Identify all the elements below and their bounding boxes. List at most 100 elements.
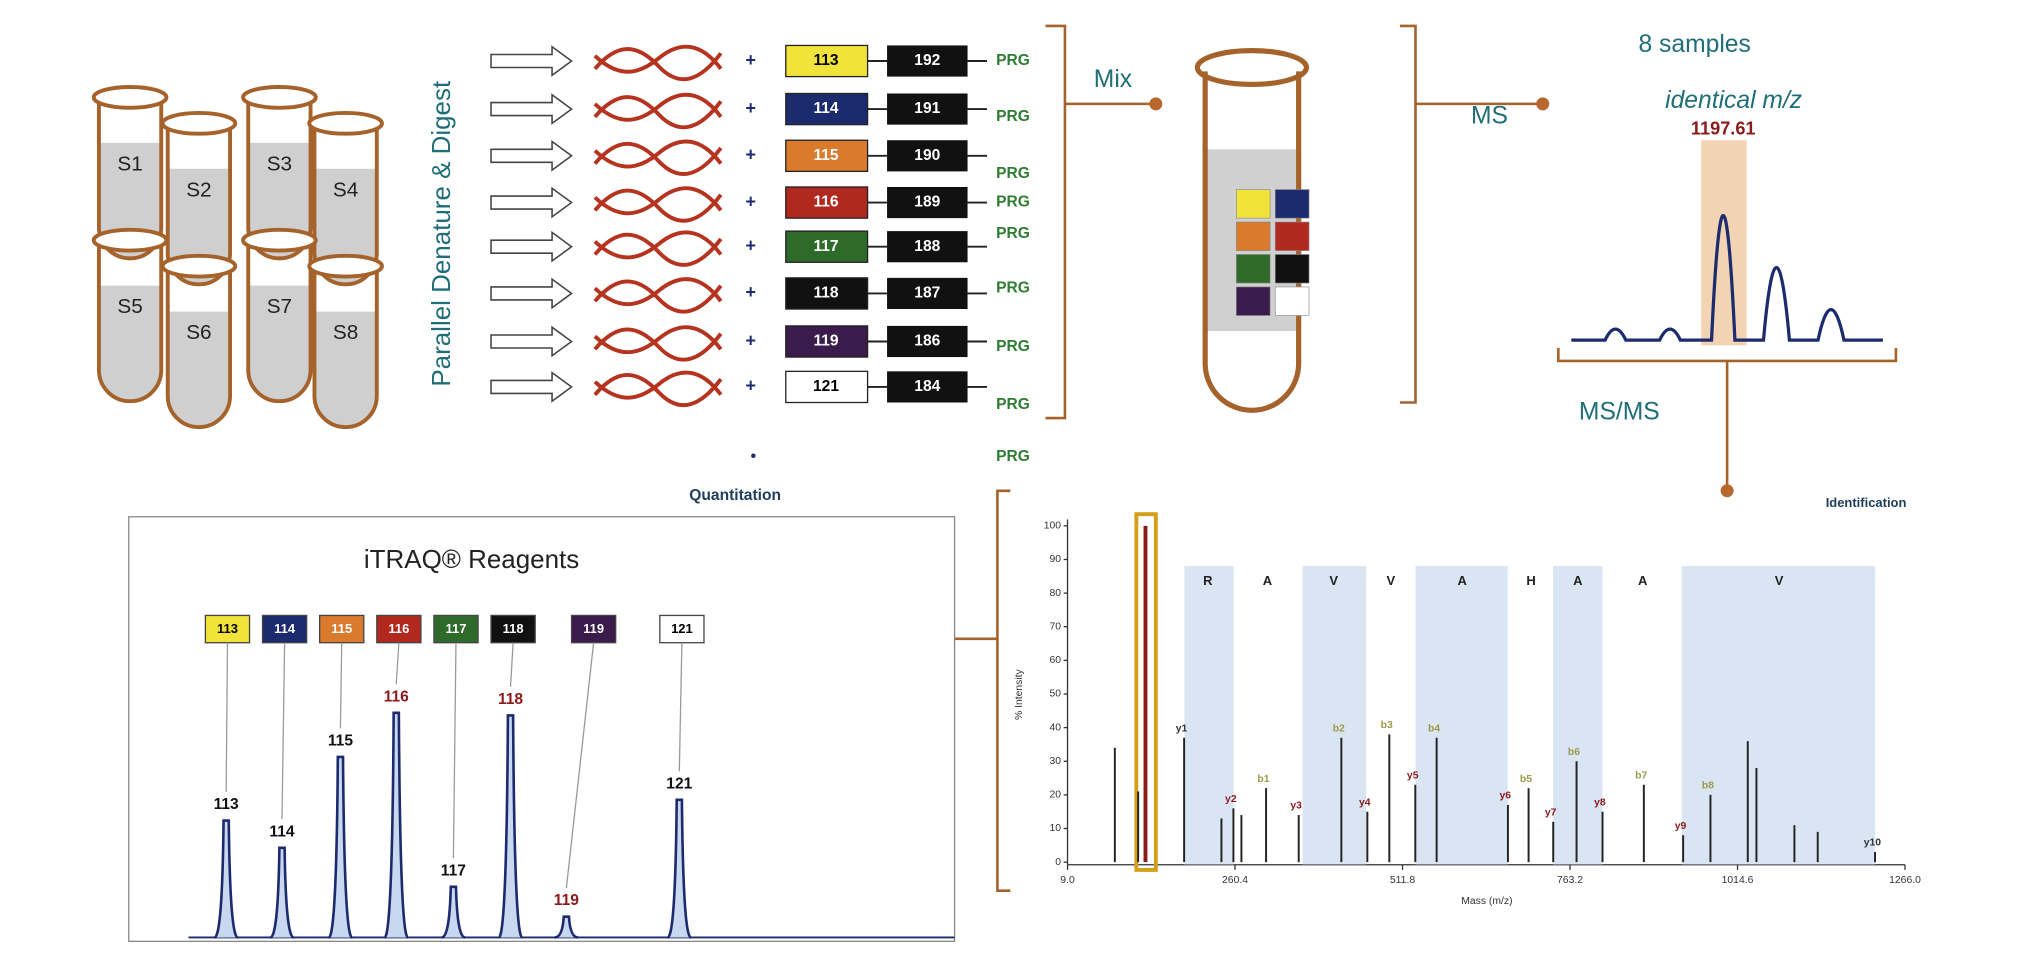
reporter-label: 121 — [813, 378, 839, 395]
peak — [497, 714, 524, 939]
ion-label: y7 — [1545, 807, 1557, 818]
ion-label: b4 — [1428, 723, 1440, 734]
dot — [1720, 484, 1734, 498]
x-axis-title: Mass (m/z) — [1461, 896, 1512, 907]
legend-label: 121 — [671, 621, 693, 636]
tube-liquid — [167, 311, 231, 428]
peptide — [593, 186, 723, 216]
plus: + — [745, 282, 756, 302]
identical-label: identical m/z — [1665, 87, 1802, 114]
tube-rim — [91, 85, 169, 110]
peptide — [593, 188, 723, 223]
x-tick-label: 9.0 — [1060, 875, 1075, 886]
x-tick-label: 511.8 — [1390, 875, 1415, 886]
y-tick-label: 30 — [1049, 756, 1061, 767]
prg-label: PRG — [996, 225, 1030, 242]
tube-rim — [160, 111, 238, 136]
legend-label: 119 — [583, 621, 604, 636]
legend-label: 117 — [446, 621, 467, 636]
ion-label: b7 — [1635, 770, 1647, 781]
peptide — [593, 95, 723, 130]
tube-body — [165, 266, 233, 430]
peptide — [593, 47, 723, 82]
identification-label: Identification — [1826, 495, 1907, 510]
balancer-box — [887, 140, 968, 172]
prg-label: PRG — [996, 165, 1030, 182]
reporter-label: 119 — [813, 333, 838, 350]
ion-label: y3 — [1290, 801, 1302, 812]
peak — [666, 798, 693, 939]
plus: + — [745, 145, 756, 165]
peak-label: 113 — [214, 796, 239, 813]
bracket — [1399, 24, 1417, 404]
y-tick-label: 80 — [1049, 588, 1061, 599]
leader — [339, 642, 343, 729]
peak — [213, 819, 239, 939]
reporter-box — [785, 325, 869, 358]
tube-liquid — [248, 285, 311, 402]
peptide — [593, 232, 723, 267]
mixed-tag — [1274, 254, 1310, 284]
peptide — [593, 141, 723, 176]
reagents-panel — [128, 516, 956, 942]
sample-label: S7 — [267, 295, 292, 318]
tube-rim — [307, 253, 384, 279]
reporter-label: 117 — [813, 238, 838, 255]
peptide — [593, 230, 723, 260]
y-tick-label: 50 — [1049, 689, 1061, 700]
plus: + — [745, 376, 756, 396]
reporter-label: 113 — [813, 52, 838, 69]
sequence-box — [1681, 566, 1876, 865]
peak — [383, 711, 410, 939]
sample-label: S4 — [333, 178, 358, 201]
mixed-tag — [1236, 286, 1271, 316]
legend-label: 115 — [331, 621, 352, 636]
balancer-label: 184 — [914, 378, 940, 395]
plus: + — [745, 235, 756, 255]
balancer-label: 187 — [914, 285, 940, 302]
peak — [554, 915, 579, 939]
sample-label: S5 — [117, 295, 142, 318]
tube-rim — [307, 111, 384, 136]
balancer-box — [887, 371, 968, 403]
dot — [1149, 97, 1163, 111]
process-label: Parallel Denature & Digest — [426, 80, 456, 387]
peptide — [593, 44, 723, 74]
arrow — [490, 277, 573, 310]
arrow — [490, 45, 573, 77]
highlight — [1701, 140, 1747, 346]
reporter-box — [785, 277, 869, 310]
x-tick-label: 1266.0 — [1889, 875, 1921, 886]
peptide — [593, 372, 723, 408]
ion-label: b1 — [1257, 774, 1269, 785]
tube-liquid — [314, 311, 377, 428]
legend-box — [204, 614, 251, 644]
residue: V — [1387, 573, 1396, 588]
arrow — [490, 186, 573, 219]
y-axis-title: % Intensity — [1014, 668, 1025, 720]
leader — [678, 642, 683, 772]
legend-label: 118 — [503, 621, 524, 636]
plus: + — [745, 98, 756, 118]
tube-rim — [241, 85, 318, 110]
peptide — [593, 277, 723, 307]
balancer-label: 189 — [914, 194, 940, 211]
prg-label: PRG — [996, 396, 1030, 413]
balancer-box — [887, 325, 968, 358]
prg-label: PRG — [996, 448, 1030, 465]
balancer-box — [887, 231, 968, 263]
leader — [509, 642, 514, 687]
residue: V — [1329, 573, 1338, 588]
ion-label: b2 — [1333, 723, 1345, 734]
peptide — [593, 92, 723, 122]
legend-label: 116 — [388, 621, 409, 636]
bracket — [1045, 24, 1067, 420]
leader — [281, 642, 286, 820]
reporter-box — [785, 186, 869, 219]
reporter-highlight — [1134, 512, 1158, 872]
legend-label: 114 — [274, 621, 296, 636]
arrow — [490, 230, 573, 263]
legend-box — [570, 614, 617, 644]
arrow — [490, 325, 573, 358]
balancer-box — [887, 277, 968, 310]
